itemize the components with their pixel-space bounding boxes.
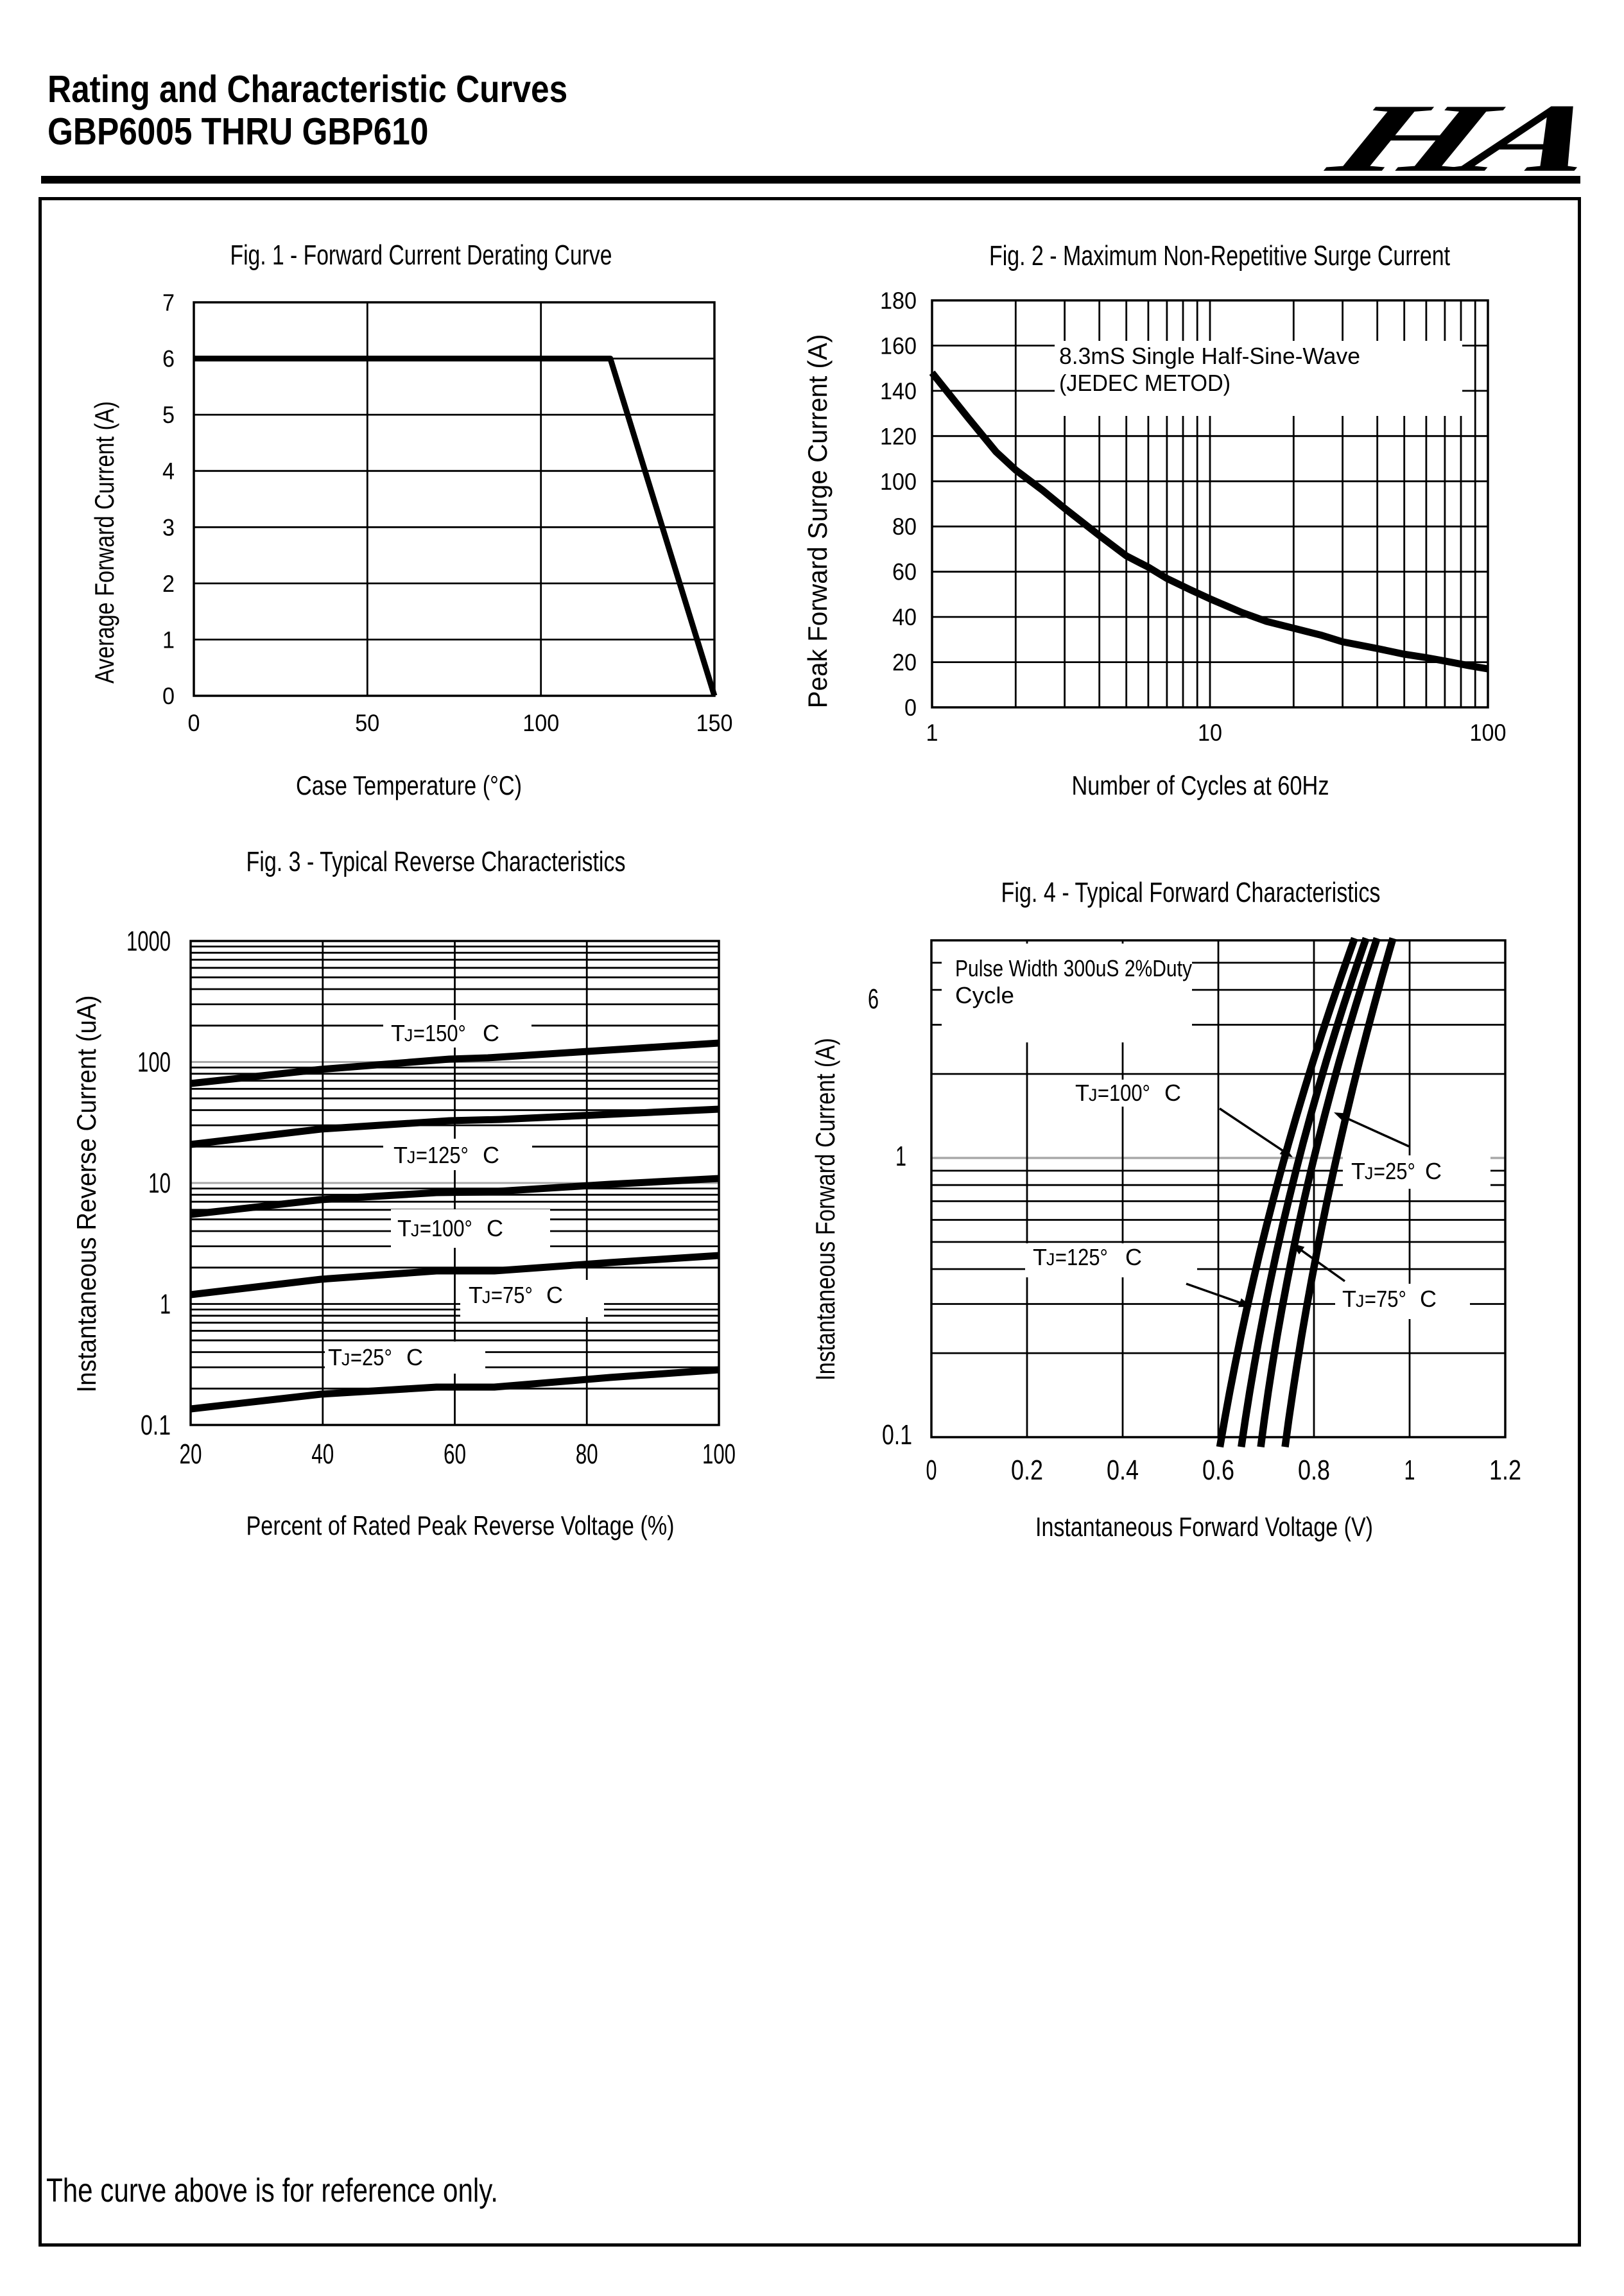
svg-text:C: C bbox=[1420, 1286, 1437, 1312]
svg-text:1: 1 bbox=[162, 626, 175, 653]
svg-text:100: 100 bbox=[702, 1438, 736, 1470]
svg-text:C: C bbox=[1125, 1244, 1142, 1270]
svg-text:=125°: =125° bbox=[1055, 1244, 1108, 1270]
svg-text:J: J bbox=[1365, 1164, 1374, 1183]
svg-text:160: 160 bbox=[880, 332, 917, 359]
svg-text:J: J bbox=[404, 1026, 413, 1045]
svg-text:Peak Forward Surge Current (A): Peak Forward Surge Current (A) bbox=[802, 334, 833, 709]
svg-text:100: 100 bbox=[523, 710, 559, 736]
svg-text:0: 0 bbox=[162, 683, 175, 709]
svg-text:60: 60 bbox=[892, 559, 917, 585]
svg-text:Instantaneous Forward Current: Instantaneous Forward Current (A) bbox=[810, 1038, 840, 1381]
svg-text:100: 100 bbox=[137, 1047, 171, 1078]
svg-text:180: 180 bbox=[880, 288, 917, 314]
svg-text:J: J bbox=[1356, 1291, 1365, 1311]
svg-text:2: 2 bbox=[162, 571, 175, 597]
svg-text:Average Forward Current (A): Average Forward Current (A) bbox=[89, 401, 119, 684]
svg-text:80: 80 bbox=[892, 514, 917, 540]
svg-text:8.3mS Single Half-Sine-Wave: 8.3mS Single Half-Sine-Wave bbox=[1059, 343, 1360, 369]
svg-text:50: 50 bbox=[355, 710, 379, 736]
svg-text:Fig. 2 - Maximum Non-Repetitiv: Fig. 2 - Maximum Non-Repetitive Surge Cu… bbox=[989, 240, 1450, 272]
svg-text:(JEDEC METOD): (JEDEC METOD) bbox=[1059, 370, 1231, 396]
svg-text:Number of Cycles at 60Hz: Number of Cycles at 60Hz bbox=[1072, 770, 1329, 800]
svg-text:4: 4 bbox=[162, 458, 175, 485]
svg-text:40: 40 bbox=[892, 604, 917, 630]
svg-text:0: 0 bbox=[926, 1454, 937, 1486]
svg-text:J: J bbox=[341, 1350, 350, 1369]
svg-text:10: 10 bbox=[148, 1168, 171, 1199]
svg-text:J: J bbox=[482, 1288, 491, 1307]
svg-text:J: J bbox=[411, 1221, 420, 1240]
svg-text:J: J bbox=[1089, 1085, 1098, 1105]
svg-text:60: 60 bbox=[444, 1438, 466, 1470]
svg-text:3: 3 bbox=[162, 514, 175, 540]
svg-text:0: 0 bbox=[188, 710, 200, 736]
svg-text:T: T bbox=[328, 1344, 342, 1370]
svg-text:120: 120 bbox=[880, 423, 917, 449]
svg-text:20: 20 bbox=[892, 650, 917, 676]
svg-text:C: C bbox=[487, 1215, 503, 1241]
svg-text:Fig. 1 - Forward Current Derat: Fig. 1 - Forward Current Derating Curve bbox=[230, 239, 612, 271]
svg-text:100: 100 bbox=[880, 469, 917, 495]
svg-text:Instantaneous Reverse Current: Instantaneous Reverse Current (uA) bbox=[71, 996, 101, 1393]
svg-text:0: 0 bbox=[904, 695, 917, 721]
svg-text:C: C bbox=[483, 1142, 499, 1168]
svg-text:=100°: =100° bbox=[420, 1215, 472, 1241]
svg-text:C: C bbox=[1164, 1080, 1181, 1106]
svg-text:J: J bbox=[407, 1148, 416, 1167]
svg-text:Pulse Width 300uS 2%Duty: Pulse Width 300uS 2%Duty bbox=[955, 955, 1192, 981]
svg-text:T: T bbox=[1033, 1244, 1047, 1270]
svg-text:T: T bbox=[391, 1020, 405, 1046]
svg-text:10: 10 bbox=[1198, 720, 1222, 746]
svg-text:0.2: 0.2 bbox=[1011, 1454, 1043, 1486]
svg-text:20: 20 bbox=[180, 1438, 202, 1470]
svg-text:T: T bbox=[1342, 1286, 1356, 1312]
svg-text:1: 1 bbox=[160, 1289, 171, 1320]
svg-text:HA: HA bbox=[1313, 90, 1605, 180]
svg-text:7: 7 bbox=[162, 289, 175, 316]
svg-text:Cycle: Cycle bbox=[955, 982, 1014, 1008]
svg-text:=125°: =125° bbox=[416, 1142, 469, 1168]
svg-text:J: J bbox=[1046, 1250, 1055, 1269]
svg-text:6: 6 bbox=[868, 983, 879, 1015]
svg-text:150: 150 bbox=[696, 710, 733, 736]
svg-text:0.8: 0.8 bbox=[1298, 1454, 1330, 1486]
svg-text:100: 100 bbox=[1470, 720, 1507, 746]
svg-text:1: 1 bbox=[895, 1141, 906, 1172]
svg-text:C: C bbox=[1425, 1158, 1442, 1184]
svg-text:=25°: =25° bbox=[350, 1344, 392, 1370]
svg-text:=150°: =150° bbox=[413, 1020, 466, 1046]
svg-text:1: 1 bbox=[926, 720, 938, 746]
svg-text:=75°: =75° bbox=[1365, 1286, 1406, 1312]
svg-text:Instantaneous Forward Voltage: Instantaneous Forward Voltage (V) bbox=[1035, 1512, 1373, 1542]
svg-text:Percent of Rated Peak Reverse: Percent of Rated Peak Reverse Voltage (%… bbox=[246, 1510, 675, 1541]
svg-text:T: T bbox=[469, 1282, 483, 1308]
svg-text:80: 80 bbox=[576, 1438, 598, 1470]
svg-text:T: T bbox=[1075, 1080, 1089, 1106]
svg-text:=25°: =25° bbox=[1374, 1158, 1415, 1184]
svg-text:140: 140 bbox=[880, 378, 917, 404]
svg-text:Case Temperature (°C): Case Temperature (°C) bbox=[296, 770, 522, 800]
svg-text:Fig. 4 - Typical Forward Chara: Fig. 4 - Typical Forward Characteristics bbox=[1001, 877, 1381, 908]
svg-text:6: 6 bbox=[162, 346, 175, 372]
svg-text:C: C bbox=[406, 1344, 423, 1370]
svg-text:Fig. 3 - Typical Reverse Chara: Fig. 3 - Typical Reverse Characteristics bbox=[246, 846, 626, 877]
svg-text:1000: 1000 bbox=[126, 926, 171, 957]
svg-text:0.1: 0.1 bbox=[141, 1410, 171, 1441]
svg-text:C: C bbox=[483, 1020, 499, 1046]
svg-text:40: 40 bbox=[311, 1438, 334, 1470]
svg-text:T: T bbox=[393, 1142, 408, 1168]
svg-text:5: 5 bbox=[162, 402, 175, 428]
svg-text:=100°: =100° bbox=[1098, 1080, 1150, 1106]
svg-text:C: C bbox=[546, 1282, 563, 1308]
svg-text:T: T bbox=[1351, 1158, 1365, 1184]
svg-text:T: T bbox=[397, 1215, 411, 1241]
svg-text:1: 1 bbox=[1404, 1454, 1415, 1486]
svg-text:0.4: 0.4 bbox=[1107, 1454, 1139, 1486]
svg-text:0.1: 0.1 bbox=[882, 1419, 912, 1451]
svg-text:0.6: 0.6 bbox=[1202, 1454, 1234, 1486]
svg-text:1.2: 1.2 bbox=[1489, 1454, 1521, 1486]
svg-text:=75°: =75° bbox=[491, 1282, 533, 1308]
